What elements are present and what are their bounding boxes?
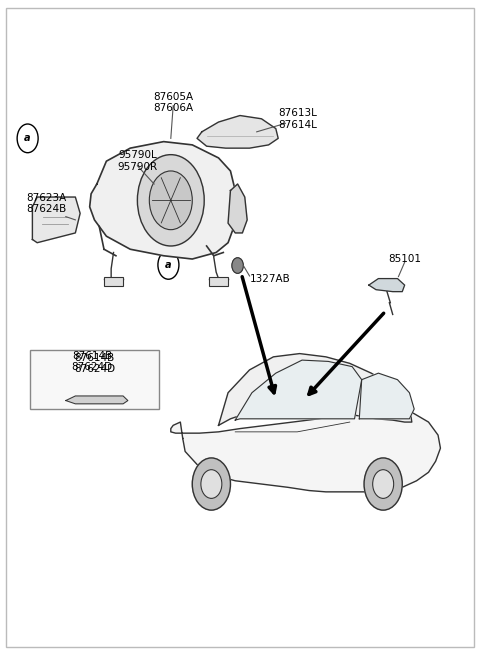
Text: 95790L
95790R: 95790L 95790R	[117, 151, 157, 172]
Polygon shape	[228, 184, 247, 233]
Text: a: a	[24, 134, 31, 143]
Text: a: a	[46, 362, 52, 371]
Text: 87614B
87624D: 87614B 87624D	[72, 350, 113, 372]
Polygon shape	[171, 409, 441, 492]
Text: 87614B
87624D: 87614B 87624D	[74, 352, 115, 374]
FancyBboxPatch shape	[104, 277, 123, 286]
Circle shape	[137, 155, 204, 246]
Polygon shape	[33, 197, 80, 243]
Polygon shape	[360, 373, 414, 419]
Circle shape	[372, 470, 394, 498]
Circle shape	[192, 458, 230, 510]
Circle shape	[201, 470, 222, 498]
Polygon shape	[235, 360, 362, 420]
Polygon shape	[369, 278, 405, 291]
Text: 87623A
87624B: 87623A 87624B	[26, 193, 67, 214]
Circle shape	[149, 171, 192, 230]
Text: a: a	[165, 260, 172, 270]
Text: 87605A
87606A: 87605A 87606A	[153, 92, 193, 113]
Circle shape	[364, 458, 402, 510]
Polygon shape	[66, 396, 128, 404]
FancyBboxPatch shape	[209, 277, 228, 286]
Polygon shape	[90, 141, 235, 259]
Polygon shape	[218, 354, 412, 425]
Polygon shape	[197, 115, 278, 148]
FancyBboxPatch shape	[30, 350, 159, 409]
Text: 85101: 85101	[388, 254, 421, 264]
Circle shape	[232, 257, 243, 273]
Text: 1327AB: 1327AB	[250, 274, 290, 284]
Text: 87613L
87614L: 87613L 87614L	[278, 108, 317, 130]
